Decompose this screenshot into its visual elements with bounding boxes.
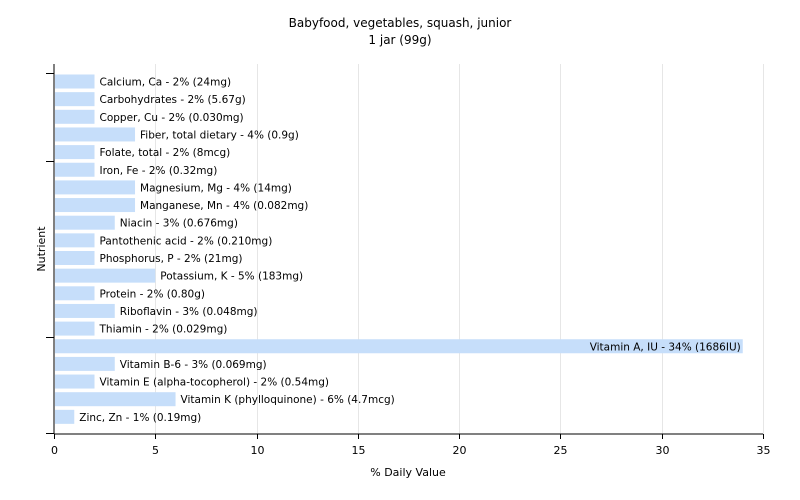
bar (55, 268, 156, 283)
x-tick-label: 20 (453, 444, 467, 457)
bar (55, 74, 95, 89)
bar-label: Vitamin B-6 - 3% (0.069mg) (120, 359, 267, 371)
bar-label: Copper, Cu - 2% (0.030mg) (100, 112, 244, 124)
bar-label: Vitamin A, IU - 34% (1686IU) (590, 341, 741, 353)
bar (55, 356, 115, 371)
bar (55, 180, 136, 195)
bar-label: Vitamin E (alpha-tocopherol) - 2% (0.54m… (100, 377, 330, 389)
bar (55, 409, 75, 424)
bar (55, 92, 95, 107)
grid-lines (155, 64, 764, 434)
x-tick-label: 35 (757, 444, 771, 457)
bar-label: Thiamin - 2% (0.029mg) (99, 324, 228, 336)
bar-label: Zinc, Zn - 1% (0.19mg) (79, 412, 201, 424)
bar (55, 392, 176, 407)
bar-label: Phosphorus, P - 2% (21mg) (100, 253, 243, 265)
bar (55, 162, 95, 177)
bar-label: Riboflavin - 3% (0.048mg) (120, 306, 258, 318)
bar (55, 215, 115, 230)
bar-label: Niacin - 3% (0.676mg) (120, 218, 238, 230)
bar-label: Calcium, Ca - 2% (24mg) (100, 77, 232, 89)
y-axis-label: Nutrient (35, 226, 48, 272)
y-axis-ticks (46, 73, 54, 434)
x-tick-label: 5 (152, 444, 159, 457)
bar-label: Carbohydrates - 2% (5.67g) (100, 94, 246, 106)
bar-label: Iron, Fe - 2% (0.32mg) (100, 165, 218, 177)
chart-subtitle: 1 jar (99g) (368, 33, 431, 47)
bar-label: Pantothenic acid - 2% (0.210mg) (100, 235, 273, 247)
bar-labels-group: Calcium, Ca - 2% (24mg) Carbohydrates - 2… (79, 77, 740, 424)
bar (55, 145, 95, 160)
x-tick-label: 30 (656, 444, 670, 457)
x-tick-label: 25 (554, 444, 568, 457)
bar (55, 198, 136, 213)
bar (55, 233, 95, 248)
bars-group (55, 74, 743, 424)
bar (55, 339, 743, 354)
bar-label: Vitamin K (phylloquinone) - 6% (4.7mcg) (181, 394, 395, 406)
x-tick-label: 10 (251, 444, 265, 457)
bar-label: Folate, total - 2% (8mcg) (100, 147, 231, 159)
bar (55, 127, 136, 142)
bar (55, 321, 95, 336)
bar (55, 286, 95, 301)
x-axis-label: % Daily Value (370, 466, 446, 479)
chart-title: Babyfood, vegetables, squash, junior (289, 16, 512, 30)
bar-label: Potassium, K - 5% (183mg) (160, 271, 303, 283)
bar-label: Magnesium, Mg - 4% (14mg) (140, 182, 292, 194)
bar (55, 374, 95, 389)
x-tick-label: 15 (352, 444, 366, 457)
bar-label: Protein - 2% (0.80g) (100, 288, 206, 300)
bar (55, 251, 95, 265)
bar-label: Fiber, total dietary - 4% (0.9g) (140, 129, 299, 141)
x-tick-label: 0 (51, 444, 58, 457)
bar-label: Manganese, Mn - 4% (0.082mg) (140, 200, 308, 212)
bar (55, 109, 95, 124)
x-axis-ticks: 0 5 10 15 20 25 30 35 (51, 434, 771, 457)
bar (55, 303, 115, 318)
